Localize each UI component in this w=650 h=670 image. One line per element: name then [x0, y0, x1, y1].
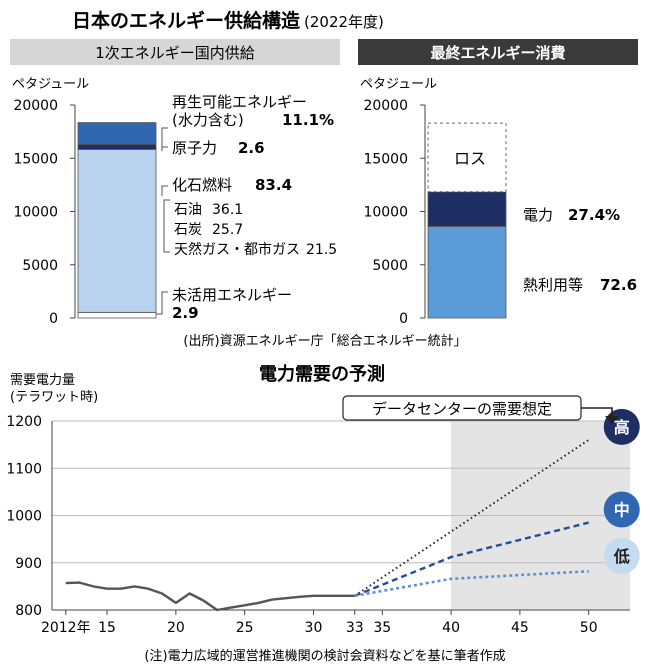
- x-tick-label: 25: [236, 620, 254, 636]
- consumption-stacked-bar: [427, 122, 507, 319]
- leader-unused: [156, 291, 168, 315]
- series-line-actual: [65, 581, 355, 612]
- y-tick-label: 0: [49, 311, 58, 327]
- y-tick-label: 1100: [6, 461, 42, 477]
- y-tick-label: 5000: [22, 258, 58, 274]
- scenario-badge-label: 低: [613, 547, 630, 566]
- x-tick-label: 33: [346, 620, 364, 636]
- bar-segment: [427, 226, 507, 319]
- callout-arrowhead: [605, 416, 619, 424]
- supply-unit-label: ペタジュール: [12, 77, 89, 92]
- y-tick-label: 20000: [13, 98, 58, 114]
- supply-heading-bar: [10, 39, 340, 65]
- supply-stacked-bar: [77, 122, 157, 319]
- unused-value: 2.9: [172, 304, 199, 322]
- y-tick-label: 10000: [13, 205, 58, 221]
- x-tick-label: 2012年: [41, 620, 91, 636]
- bar-segment: [77, 311, 157, 319]
- main-title-year: (2022年度): [304, 13, 384, 31]
- leader-fossil: [161, 185, 168, 196]
- renewable-value: 11.1%: [282, 111, 334, 129]
- bar-segment: [427, 191, 507, 227]
- x-tick-label: 45: [511, 620, 529, 636]
- supply-heading: 1次エネルギー国内供給: [95, 44, 255, 62]
- leader-renewable: [161, 127, 168, 148]
- gas-value: 21.5: [306, 242, 337, 258]
- consumption-annotations: ロス 電力 27.4% 熱利用等 72.6: [454, 149, 637, 294]
- y-tick-label: 15000: [13, 151, 58, 167]
- datacenter-callout: データセンターの需要想定: [342, 395, 619, 424]
- main-title: 日本のエネルギー供給構造: [72, 9, 301, 32]
- y-tick-label: 0: [399, 311, 408, 327]
- nuclear-label: 原子力: [172, 139, 217, 157]
- bar-segment: [427, 122, 507, 193]
- series-line-low: [354, 570, 589, 598]
- x-tick-label: 20: [167, 620, 185, 636]
- source-note: (出所)資源エネルギー庁「総合エネルギー統計」: [183, 333, 466, 349]
- renewable-label-2: (水力含む): [172, 111, 244, 129]
- y-tick-label: 800: [15, 603, 42, 619]
- fossil-label: 化石燃料: [172, 176, 232, 194]
- y-tick-label: 15000: [363, 151, 408, 167]
- scenario-badge-circle: [603, 491, 640, 528]
- y-tick-label: 1000: [6, 509, 42, 525]
- x-tick-label: 30: [305, 620, 323, 636]
- forecast-note: (注)電力広域的運営推進機関の検討会資料などを基に筆者作成: [144, 648, 505, 664]
- loss-label: ロス: [454, 149, 486, 168]
- scenario-badge-label: 中: [614, 501, 630, 520]
- consumption-unit-label: ペタジュール: [360, 77, 437, 92]
- y-tick-label: 5000: [372, 258, 408, 274]
- gas-label: 天然ガス・都市ガス: [174, 241, 300, 258]
- leader-nuclear: [161, 146, 168, 151]
- scenario-badge-circle: [603, 537, 640, 574]
- fossil-bracket: [163, 199, 170, 253]
- y-tick-label: 20000: [363, 98, 408, 114]
- forecast-title: 電力需要の予測: [259, 363, 385, 385]
- electricity-label: 電力: [523, 206, 553, 224]
- coal-value: 25.7: [212, 222, 243, 238]
- renewable-label: 再生可能エネルギー: [172, 93, 307, 111]
- x-tick-label: 15: [98, 620, 116, 636]
- y-tick-label: 900: [15, 556, 42, 572]
- x-tick-label: 50: [580, 620, 598, 636]
- oil-value: 36.1: [212, 202, 243, 218]
- supply-annotations: 再生可能エネルギー (水力含む) 11.1% 原子力 2.6 化石燃料 83.4…: [156, 93, 337, 322]
- forecast-ylabel-unit: (テラワット時): [10, 390, 98, 405]
- forecast-ylabel: 需要電力量: [10, 373, 75, 388]
- scenario-badge-label: 高: [614, 418, 630, 437]
- heat-label: 熱利用等: [523, 276, 583, 294]
- demand-line-chart: 800 900 1000 1100 1200 2012年 15 20 25 30 33 35 40 45 5…: [6, 408, 640, 636]
- consumption-y-axis: 0 5000 10000 15000 20000: [363, 98, 426, 327]
- electricity-value: 27.4%: [568, 206, 620, 224]
- y-tick-label: 10000: [363, 205, 408, 221]
- callout-arrow-line: [581, 407, 613, 418]
- callout-text: データセンターの需要想定: [372, 400, 552, 418]
- nuclear-value: 2.6: [238, 139, 265, 157]
- coal-label: 石炭: [174, 222, 202, 238]
- y-tick-label: 1200: [6, 414, 42, 430]
- x-tick-label: 40: [442, 620, 460, 636]
- supply-y-axis: 0 5000 10000 15000 20000: [13, 98, 76, 327]
- series-line-high: [354, 439, 590, 597]
- x-tick-label: 35: [373, 620, 391, 636]
- heat-value: 72.6: [600, 276, 637, 294]
- bar-segment: [77, 149, 157, 313]
- unused-label: 未活用エネルギー: [172, 286, 292, 304]
- fossil-value: 83.4: [255, 176, 292, 194]
- consumption-heading: 最終エネルギー消費: [430, 44, 565, 62]
- oil-label: 石油: [174, 202, 202, 218]
- bar-segment: [77, 143, 157, 150]
- bar-segment: [77, 122, 157, 145]
- consumption-heading-bar: [358, 39, 638, 65]
- series-line-mid: [354, 521, 589, 597]
